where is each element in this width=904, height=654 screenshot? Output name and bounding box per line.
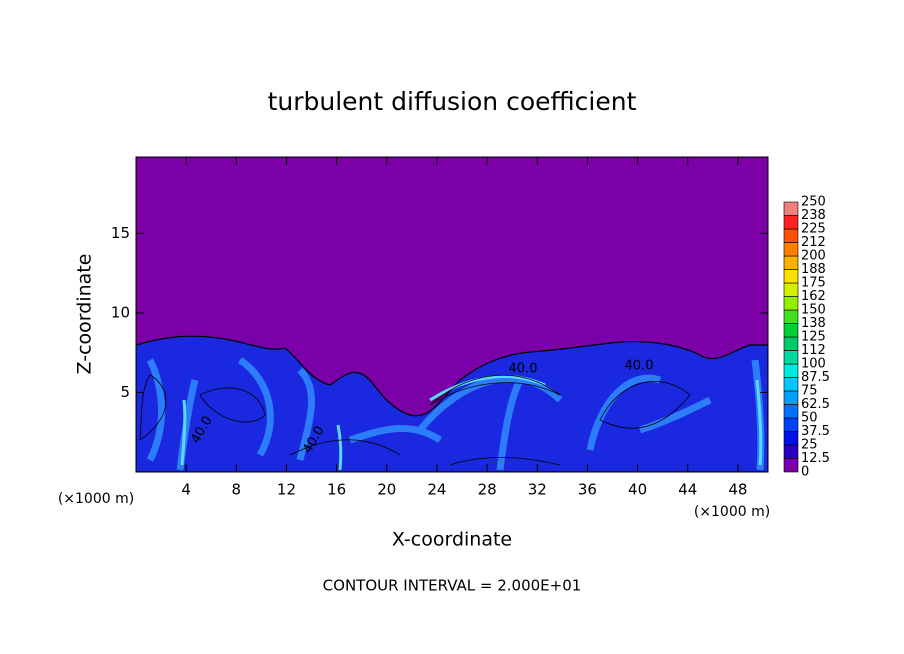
x-tick-label: 44 <box>678 481 697 499</box>
colorbar-label: 25 <box>801 438 818 453</box>
colorbar-label: 200 <box>801 249 826 264</box>
field <box>136 157 768 472</box>
colorbar-label: 150 <box>801 303 826 318</box>
y-tick-label: 15 <box>111 224 130 242</box>
colorbar-band <box>783 458 799 473</box>
plot-frame <box>135 156 769 473</box>
colorbar-label: 250 <box>801 195 826 210</box>
field-peaks <box>180 375 763 471</box>
colorbar-label: 238 <box>801 208 826 223</box>
colorbar-label: 125 <box>801 330 826 345</box>
x-tick-label: 40 <box>628 481 647 499</box>
colorbar-band <box>783 228 799 243</box>
field-region <box>136 335 768 472</box>
field-highlights <box>146 357 765 471</box>
colorbar-band <box>783 390 799 405</box>
y-tick-label: 10 <box>111 303 130 321</box>
y-unit: (×1000 m) <box>58 491 134 507</box>
x-axis-title: X-coordinate <box>392 529 512 551</box>
x-tick-label: 24 <box>427 481 446 499</box>
colorbar-band <box>783 255 799 270</box>
colorbar-band <box>783 201 799 216</box>
x-tick-label: 16 <box>327 481 346 499</box>
x-tick-label: 36 <box>578 481 597 499</box>
y-tick-label: 5 <box>120 383 130 401</box>
x-tick-label: 32 <box>528 481 547 499</box>
y-axis-title: Z-coordinate <box>74 254 96 375</box>
colorbar-band <box>783 350 799 365</box>
chart-title: turbulent diffusion coefficient <box>268 87 637 116</box>
colorbar-label: 12.5 <box>801 451 830 466</box>
x-tick-label: 8 <box>232 481 242 499</box>
colorbar-label: 75 <box>801 384 818 399</box>
colorbar-label: 87.5 <box>801 370 830 385</box>
x-tick-label: 4 <box>181 481 191 499</box>
x-tick-label: 12 <box>277 481 296 499</box>
colorbar-label: 138 <box>801 316 826 331</box>
colorbar-band <box>783 363 799 378</box>
colorbar-band <box>783 242 799 257</box>
colorbar-label: 162 <box>801 289 826 304</box>
colorbar-label: 37.5 <box>801 424 830 439</box>
colorbar-label: 112 <box>801 343 826 358</box>
x-unit: (×1000 m) <box>694 504 770 520</box>
colorbar-band <box>783 282 799 297</box>
colorbar-band <box>783 377 799 392</box>
contour-lines <box>139 374 691 466</box>
colorbar-label: 188 <box>801 262 826 277</box>
colorbar-label: 175 <box>801 276 826 291</box>
colorbar-band <box>783 269 799 284</box>
colorbar-band <box>783 309 799 324</box>
colorbar-band <box>783 336 799 351</box>
colorbar-band <box>783 444 799 459</box>
x-tick-label: 48 <box>728 481 747 499</box>
contour-label: 40.0 <box>509 362 538 377</box>
contour-label: 40.0 <box>625 359 654 374</box>
colorbar-label: 50 <box>801 411 818 426</box>
colorbar-band <box>783 323 799 338</box>
colorbar-band <box>783 431 799 446</box>
colorbar-label: 212 <box>801 235 826 250</box>
x-tick-label: 28 <box>478 481 497 499</box>
colorbar-band <box>783 215 799 230</box>
colorbar-band <box>783 417 799 432</box>
colorbar-band <box>783 296 799 311</box>
contour-interval: CONTOUR INTERVAL = 2.000E+01 <box>323 577 582 595</box>
colorbar-label: 100 <box>801 357 826 372</box>
colorbar-label: 62.5 <box>801 397 830 412</box>
colorbar-band <box>783 404 799 419</box>
x-tick-label: 20 <box>377 481 396 499</box>
colorbar-label: 0 <box>801 465 809 480</box>
colorbar-label: 225 <box>801 222 826 237</box>
